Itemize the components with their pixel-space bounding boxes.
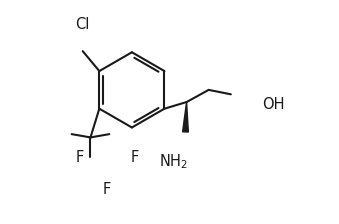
Text: F: F	[102, 182, 111, 197]
Text: OH: OH	[262, 97, 285, 112]
Text: Cl: Cl	[76, 17, 90, 32]
Text: F: F	[76, 150, 84, 165]
Text: F: F	[131, 150, 139, 165]
Text: NH$_2$: NH$_2$	[159, 152, 188, 171]
Polygon shape	[183, 102, 188, 132]
